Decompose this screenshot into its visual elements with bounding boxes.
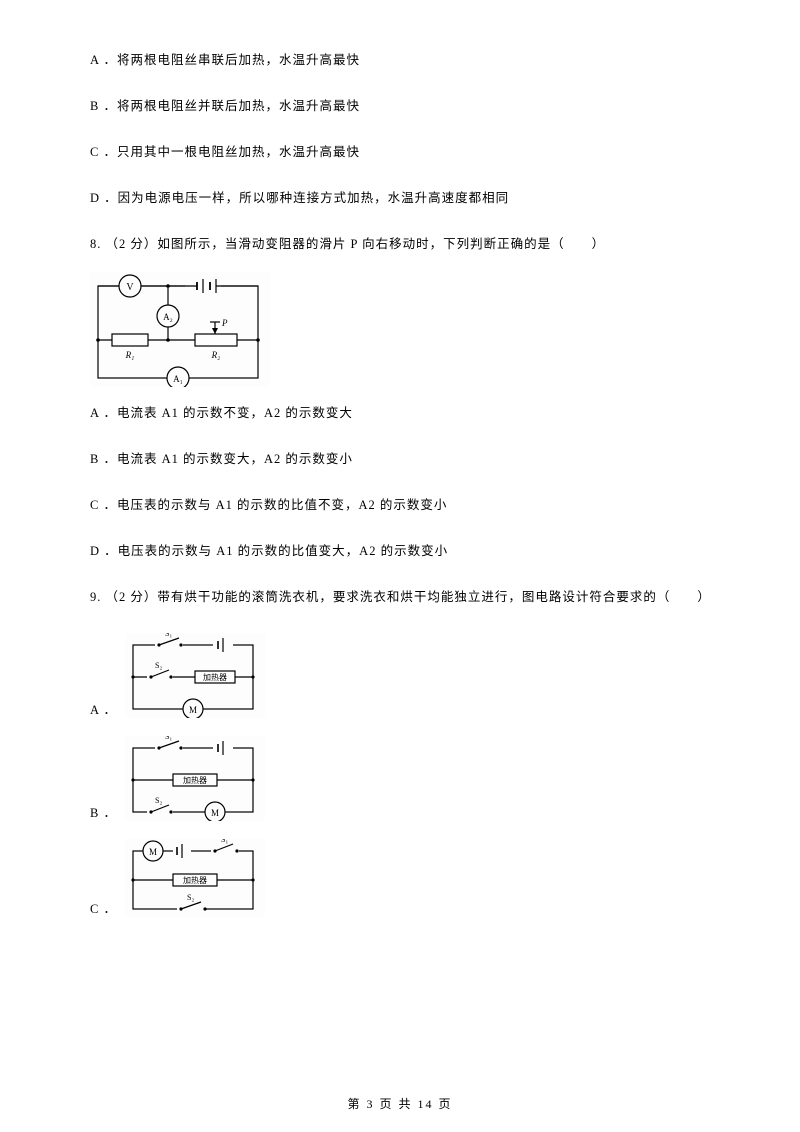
q7-option-a: A ．将两根电阻丝串联后加热，水温升高最快 (90, 50, 710, 70)
q8-circuit-diagram: V A₂ R₁ P R₂ A₁ (90, 272, 710, 387)
q8-option-b: B ．电流表 A1 的示数变大，A2 的示数变小 (90, 449, 710, 469)
svg-text:加热器: 加热器 (203, 672, 227, 682)
q7-option-c: C ．只用其中一根电阻丝加热，水温升高最快 (90, 142, 710, 162)
q8-stem: 8. （2 分）如图所示，当滑动变阻器的滑片 P 向右移动时，下列判断正确的是（… (90, 234, 710, 254)
q9-option-b-label: B ． (90, 802, 117, 821)
svg-text:V: V (126, 282, 134, 293)
q9-option-c-label: C ． (90, 898, 117, 917)
q8-option-c: C ．电压表的示数与 A1 的示数的比值不变，A2 的示数变小 (90, 495, 710, 515)
svg-text:R₁: R₁ (125, 350, 135, 360)
q8-option-d: D ．电压表的示数与 A1 的示数的比值变大，A2 的示数变小 (90, 541, 710, 561)
q9-option-a-label: A ． (90, 699, 117, 718)
q9-option-b-row: B ． S₁ 加热器 S₂ M (90, 736, 710, 821)
svg-text:S₁: S₁ (221, 839, 228, 844)
svg-text:S₂: S₂ (155, 796, 162, 805)
svg-text:P: P (221, 318, 228, 328)
q9-option-a-row: A ． S₁ S₂ 加热器 (90, 633, 710, 718)
svg-text:M: M (149, 847, 157, 857)
svg-text:M: M (189, 705, 197, 715)
q7-option-b: B ．将两根电阻丝并联后加热，水温升高最快 (90, 96, 710, 116)
svg-text:A₁: A₁ (173, 374, 183, 384)
svg-text:S₂: S₂ (187, 893, 194, 902)
svg-text:S₁: S₁ (165, 736, 172, 741)
page-footer: 第 3 页 共 14 页 (0, 1095, 800, 1112)
q9-circuit-c: M S₁ 加热器 S₂ (125, 839, 265, 917)
q9-stem: 9. （2 分）带有烘干功能的滚筒洗衣机，要求洗衣和烘干均能独立进行，图电路设计… (90, 587, 710, 607)
q9-circuit-b: S₁ 加热器 S₂ M (125, 736, 265, 821)
svg-text:M: M (211, 808, 219, 818)
q9-circuit-a: S₁ S₂ 加热器 M (125, 633, 265, 718)
q8-option-a: A ．电流表 A1 的示数不变，A2 的示数变大 (90, 403, 710, 423)
svg-text:R₂: R₂ (211, 350, 221, 360)
svg-text:S₁: S₁ (165, 633, 172, 638)
svg-text:A₂: A₂ (163, 312, 173, 322)
svg-text:加热器: 加热器 (183, 875, 207, 885)
svg-text:加热器: 加热器 (183, 775, 207, 785)
page-content: A ．将两根电阻丝串联后加热，水温升高最快 B ．将两根电阻丝并联后加热，水温升… (0, 0, 800, 917)
q9-option-c-row: C ． M S₁ 加热器 S₂ (90, 839, 710, 917)
svg-text:S₂: S₂ (155, 661, 162, 670)
q7-option-d: D ．因为电源电压一样，所以哪种连接方式加热，水温升高速度都相同 (90, 188, 710, 208)
